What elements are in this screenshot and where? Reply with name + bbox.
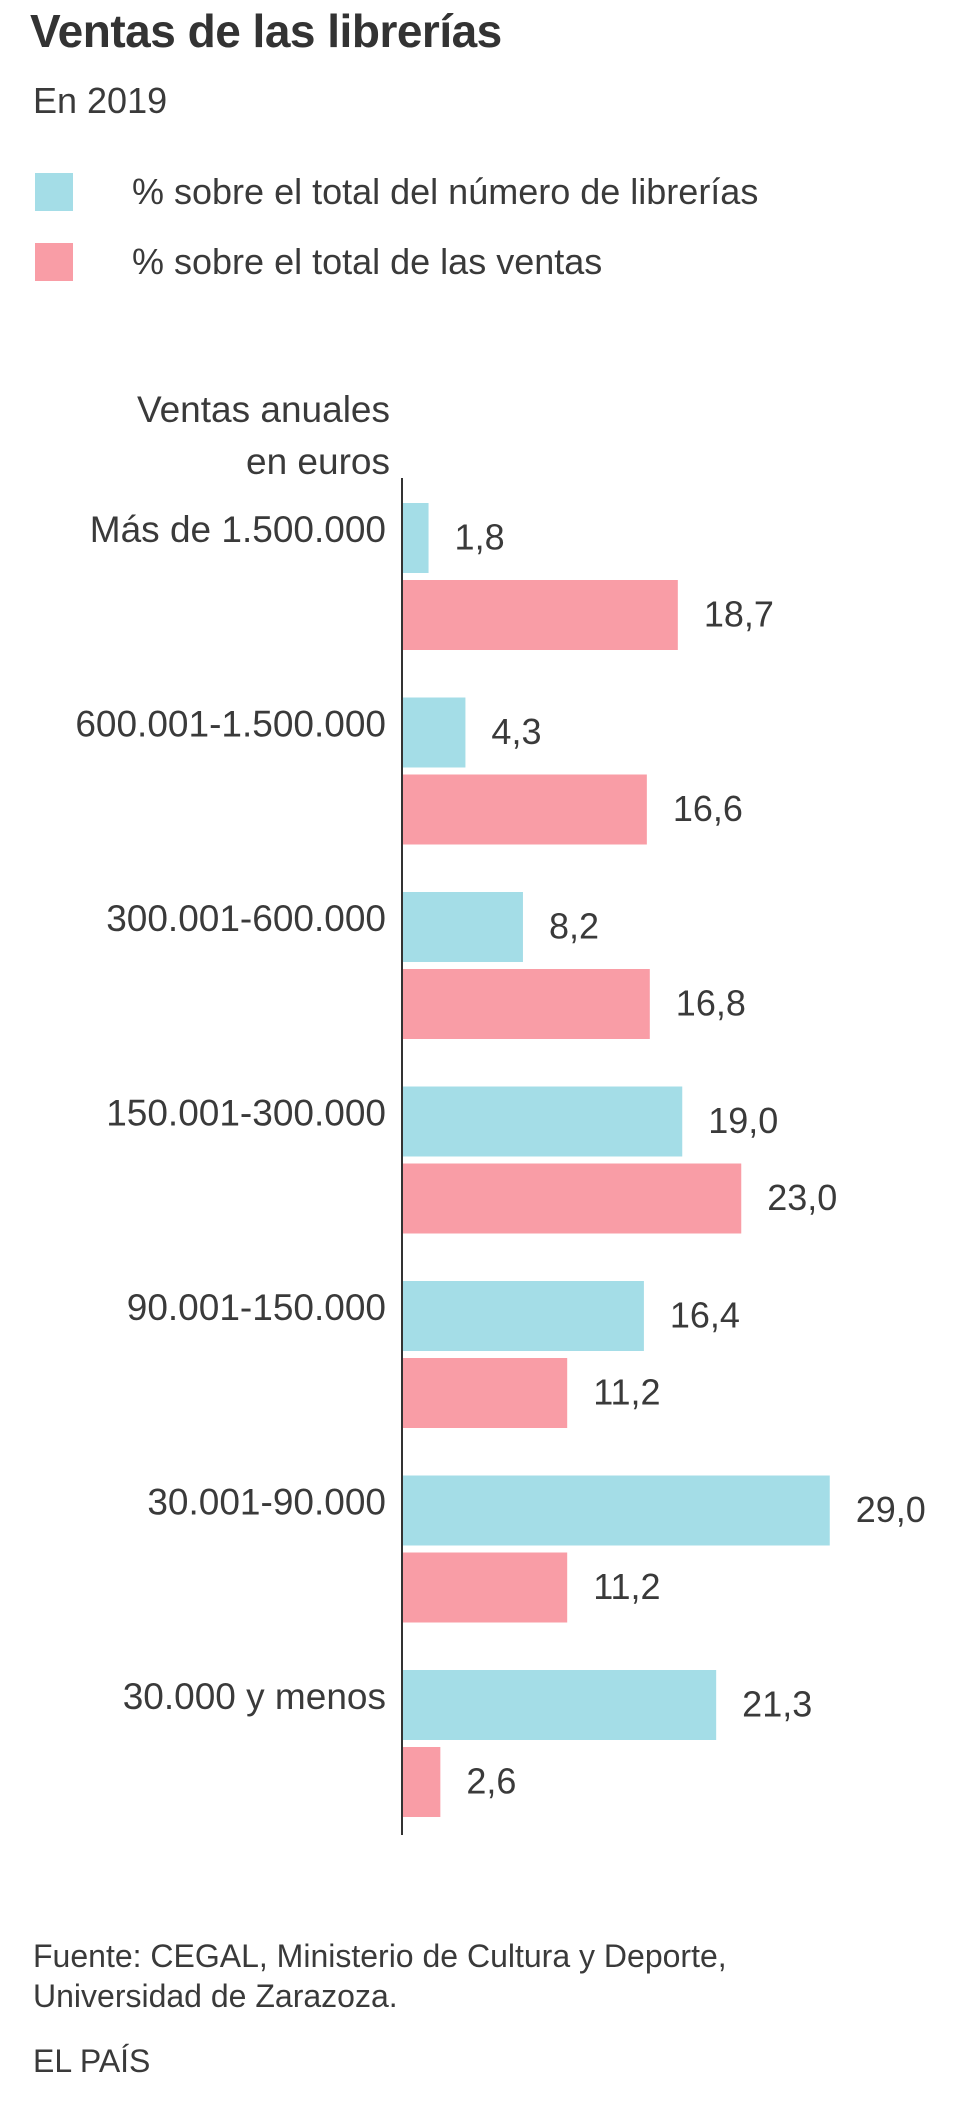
value-label-ventas: 23,0 [767, 1177, 837, 1218]
bar-ventas [402, 1552, 568, 1623]
category-label: 150.001-300.000 [106, 1092, 386, 1133]
bar-chart: Más de 1.500.000 1,8 18,7 600.001-1.500.000… [75, 478, 926, 1835]
value-label-librerias: 4,3 [491, 711, 541, 752]
category-label: 300.001-600.000 [106, 898, 386, 939]
legend-label-librerias: % sobre el total del número de librerías [132, 171, 759, 212]
value-label-ventas: 16,6 [673, 788, 743, 829]
legend-item-ventas: % sobre el total de las ventas [35, 240, 602, 284]
category-axis-header: Ventas anuales en euros [137, 384, 390, 488]
category-label: 600.001-1.500.000 [75, 703, 386, 744]
value-label-librerias: 16,4 [670, 1295, 740, 1336]
value-label-librerias: 29,0 [856, 1489, 926, 1530]
bar-ventas [402, 774, 647, 845]
value-label-ventas: 18,7 [704, 594, 774, 635]
bar-librerias [402, 1670, 717, 1740]
value-label-ventas: 2,6 [466, 1761, 516, 1802]
category-label: 30.000 y menos [123, 1676, 386, 1717]
chart-subtitle: En 2019 [33, 80, 168, 121]
legend-swatch-pink [35, 243, 73, 281]
value-label-ventas: 11,2 [593, 1372, 660, 1413]
bar-librerias [402, 1281, 644, 1351]
chart-title: Ventas de las librerías [30, 5, 502, 57]
category-label: Más de 1.500.000 [90, 509, 386, 550]
bar-librerias [402, 892, 523, 962]
bar-ventas [402, 1163, 742, 1234]
bar-ventas [402, 1747, 441, 1817]
bar-ventas [402, 1358, 568, 1428]
source-note: Fuente: CEGAL, Ministerio de Cultura y D… [33, 1936, 727, 2016]
category-axis-header-line2: en euros [246, 441, 390, 482]
category-label: 30.001-90.000 [147, 1481, 386, 1522]
source-line-1: Fuente: CEGAL, Ministerio de Cultura y D… [33, 1938, 727, 1974]
value-label-librerias: 1,8 [455, 517, 505, 558]
bar-librerias [402, 1475, 830, 1546]
legend-item-librerias: % sobre el total del número de librerías [35, 170, 758, 214]
value-label-ventas: 16,8 [676, 983, 746, 1024]
value-label-ventas: 11,2 [593, 1566, 660, 1607]
bar-librerias [402, 1086, 683, 1157]
bar-librerias [402, 503, 429, 573]
brand-credit: EL PAÍS [33, 2043, 151, 2079]
bar-librerias [402, 697, 466, 768]
category-label: 90.001-150.000 [127, 1287, 386, 1328]
bar-ventas [402, 580, 678, 650]
legend-swatch-blue [35, 173, 73, 211]
bar-ventas [402, 969, 650, 1039]
value-label-librerias: 19,0 [708, 1100, 778, 1141]
value-label-librerias: 21,3 [742, 1684, 812, 1725]
source-line-2: Universidad de Zarazoza. [33, 1978, 398, 2014]
legend-label-ventas: % sobre el total de las ventas [132, 241, 603, 282]
value-label-librerias: 8,2 [549, 906, 599, 947]
category-axis-header-line1: Ventas anuales [136, 389, 390, 430]
